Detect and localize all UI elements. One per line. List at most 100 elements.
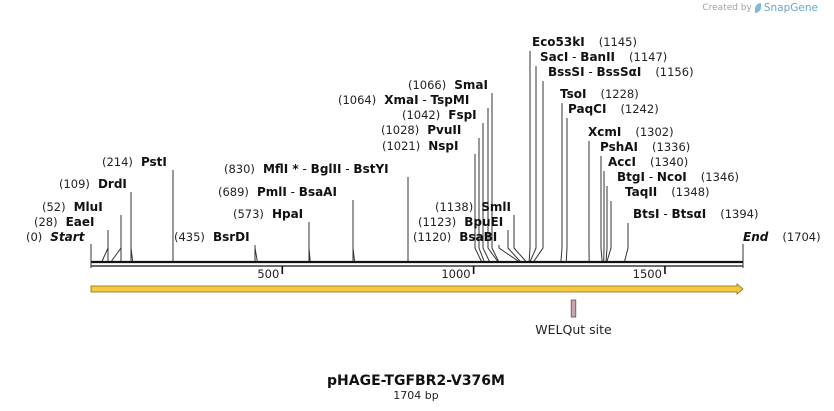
snapgene-logo-text: SnapGene (763, 2, 818, 14)
connector-eco53ki (528, 51, 531, 263)
connector-smli (513, 215, 527, 263)
feature-welqut-site (570, 299, 577, 318)
cut-position: (1242) (620, 102, 658, 116)
enzyme-name: BglII (311, 162, 342, 176)
enzyme-label-tsoi: TsoI (1228) (560, 87, 639, 101)
separator: - (645, 170, 657, 184)
enzyme-name: TsoI (560, 87, 586, 101)
enzyme-name: BtgI (617, 170, 645, 184)
separator: - (660, 207, 672, 221)
snapgene-brand: Created by SnapGene (702, 2, 818, 14)
cut-position: (1138) (435, 200, 473, 214)
enzyme-name: PvuII (427, 123, 461, 137)
enzyme-label-bsabi: (1120) BsaBI (413, 230, 497, 244)
connector-saci (529, 66, 537, 263)
cut-position: (1336) (652, 140, 690, 154)
enzyme-label-xmai: (1064) XmaI - TspMI (338, 93, 469, 107)
connector-fspi (482, 123, 491, 263)
connector-tsoi (560, 103, 563, 263)
enzyme-name: NspI (428, 139, 458, 153)
cut-position: (1145) (599, 35, 637, 49)
created-by-text: Created by (702, 3, 752, 13)
cut-position: (1120) (413, 230, 451, 244)
connector-pvuii (478, 138, 485, 263)
connector-leg (101, 247, 109, 263)
enzyme-label-mlui: (52) MluI (42, 200, 103, 214)
enzyme-name: PshAI (600, 140, 638, 154)
enzyme-name: BsaBI (459, 230, 497, 244)
enzyme-label-taqii: TaqII (1348) (625, 185, 710, 199)
connector-paqci (565, 118, 568, 263)
enzyme-label-xcmi: XcmI (1302) (588, 125, 674, 139)
cut-position: (1028) (381, 123, 419, 137)
enzyme-label-drdi: (109) DrdI (59, 177, 127, 191)
enzyme-name: PstI (141, 155, 167, 169)
connector-leg (110, 247, 122, 263)
enzyme-labels: (0) Start End (1704) (28) EaeI(52) MluI (109) Dr… (26, 35, 821, 263)
plasmid-length: 1704 bp (393, 389, 438, 402)
enzyme-label-bsrdi: (435) BsrDI (174, 230, 250, 244)
enzyme-name: BpuEI (464, 215, 503, 229)
enzyme-label-psti: (214) PstI (102, 155, 167, 169)
connector-nspi (474, 154, 483, 263)
enzyme-label-paqci: PaqCI (1242) (568, 102, 659, 116)
enzyme-name: XcmI (588, 125, 621, 139)
separator: - (419, 93, 431, 107)
enzyme-name: XmaI (384, 93, 418, 107)
end-label: End (1704) (743, 230, 821, 244)
enzyme-label-smai: (1066) SmaI (408, 78, 488, 92)
connector-taqii (606, 201, 612, 263)
cut-position: (689) (218, 185, 249, 199)
enzyme-name: FspI (448, 108, 476, 122)
cut-position: (214) (102, 155, 133, 169)
start-label: (0) Start (26, 230, 86, 244)
enzyme-name: PmlI (257, 185, 287, 199)
separator: - (299, 162, 311, 176)
feature-orf-arrow (90, 283, 744, 295)
enzyme-label-btgi: BtgI - NcoI (1346) (617, 170, 739, 184)
enzyme-name: PaqCI (568, 102, 606, 116)
cut-position: (1394) (720, 207, 758, 221)
enzyme-name: BtsI (633, 207, 660, 221)
enzyme-label-acci: AccI (1340) (608, 155, 688, 169)
connector-leg (130, 247, 134, 263)
features-track: WELQut site (90, 283, 744, 337)
cut-position: (109) (59, 177, 90, 191)
enzyme-name: EaeI (66, 215, 95, 229)
enzyme-label-fspi: (1042) FspI (402, 108, 477, 122)
separator: - (287, 185, 299, 199)
cut-position: (1064) (338, 93, 376, 107)
connector-leg (352, 247, 356, 263)
cut-position: (1340) (650, 155, 688, 169)
cut-position: (1021) (382, 139, 420, 153)
connector-bsssi (532, 81, 544, 263)
connector-leg (254, 247, 258, 263)
enzyme-name: BsaAI (299, 185, 337, 199)
enzyme-name: SacI (540, 50, 568, 64)
connector-pshai (600, 156, 603, 263)
enzyme-label-smli: (1138) SmlI (435, 200, 511, 214)
enzyme-name: BsrDI (213, 230, 250, 244)
separator: - (568, 50, 580, 64)
enzyme-label-eco53ki: Eco53kI (1145) (532, 35, 637, 49)
plasmid-title: pHAGE-TGFBR2-V376M (327, 373, 505, 389)
connector-smai (491, 93, 500, 263)
enzyme-name: Eco53kI (532, 35, 585, 49)
enzyme-name: MflI * (263, 162, 299, 176)
cut-position: (1042) (402, 108, 440, 122)
enzyme-label-saci: SacI - BanII (1147) (540, 50, 667, 64)
cut-position: (435) (174, 230, 205, 244)
enzyme-label-pshai: PshAI (1336) (600, 140, 690, 154)
enzyme-label-eaei: (28) EaeI (34, 215, 95, 229)
cut-position: (1346) (701, 170, 739, 184)
sequence-backbone: 500 1000 1500 (90, 244, 744, 281)
connector-leg (308, 247, 311, 263)
enzyme-name: SmaI (454, 78, 488, 92)
start-text: Start (50, 230, 85, 244)
cut-position: (1302) (635, 125, 673, 139)
enzyme-name: DrdI (98, 177, 127, 191)
end-text: End (743, 230, 769, 244)
enzyme-name: HpaI (272, 207, 303, 221)
cut-position: (1228) (600, 87, 638, 101)
